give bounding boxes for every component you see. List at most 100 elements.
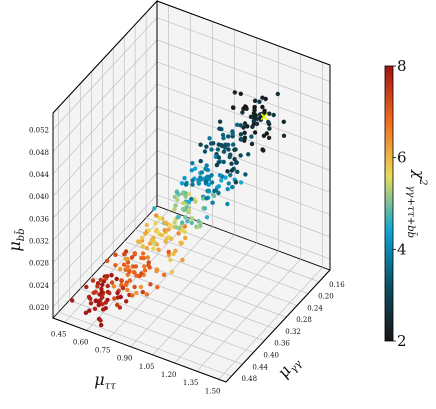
grid-line-z-left xyxy=(52,128,158,241)
scatter-point xyxy=(204,196,209,201)
scatter-point xyxy=(252,130,258,135)
scatter-point xyxy=(180,191,186,196)
scatter-point xyxy=(98,318,103,323)
scatter-point xyxy=(226,181,231,186)
scatter-point xyxy=(120,285,126,291)
scatter-point xyxy=(198,142,203,147)
scatter-point xyxy=(252,104,257,110)
scatter-point xyxy=(195,224,200,230)
scatter-point xyxy=(215,147,221,152)
grid-line-z-back xyxy=(156,128,331,193)
scatter-point xyxy=(240,110,245,115)
grid-line-z-left xyxy=(52,106,158,219)
scatter-point xyxy=(179,241,184,246)
grid-line-y-floor xyxy=(124,241,298,306)
scatter-point xyxy=(114,276,119,282)
grid-line-z-back xyxy=(156,61,331,127)
scatter-point xyxy=(189,168,194,173)
grid-line-z-left xyxy=(52,150,158,263)
scatter-point xyxy=(202,149,208,154)
scatter-point xyxy=(147,265,152,270)
scatter-point xyxy=(169,236,174,241)
scatter-point xyxy=(163,220,168,225)
scatter-point xyxy=(225,169,230,174)
scatter-point xyxy=(249,134,254,139)
scatter-point xyxy=(154,268,159,274)
scatter-point xyxy=(226,142,231,147)
scatter-point xyxy=(242,130,247,135)
scatter-point xyxy=(216,160,221,165)
z-tick-label: 0.020 xyxy=(29,304,49,312)
scatter-point xyxy=(203,179,209,184)
x-tick-label: 0.75 xyxy=(95,347,111,355)
scatter-point xyxy=(169,269,175,275)
scatter-point xyxy=(223,175,228,180)
scatter-point xyxy=(121,262,127,267)
scatter-point xyxy=(144,222,149,228)
scatter-point xyxy=(95,284,100,289)
scatter-point xyxy=(144,245,150,251)
scatter-point xyxy=(235,169,240,174)
scatter-point xyxy=(231,105,236,111)
x-axis-title: μττ xyxy=(94,370,116,392)
scatter-point xyxy=(119,278,124,283)
y-tick-label: 0.16 xyxy=(329,281,345,289)
grid-line-z-back xyxy=(156,39,331,105)
scatter-point xyxy=(204,215,210,220)
scatter-point xyxy=(154,213,159,218)
z-tick-label: 0.028 xyxy=(29,260,49,268)
scatter-point xyxy=(209,180,215,185)
scatter-point xyxy=(203,166,208,172)
colorbar-tick-label: 6 xyxy=(397,149,407,167)
scatter-point xyxy=(257,112,263,117)
scatter-point xyxy=(157,215,162,221)
scatter-point xyxy=(211,193,217,199)
scatter-point xyxy=(216,190,221,196)
y-tick-label: 0.40 xyxy=(263,352,279,360)
scatter-point xyxy=(172,207,177,212)
x-axis-line xyxy=(52,317,227,383)
scatter-point xyxy=(127,269,132,274)
grid-line-x-floor xyxy=(152,242,257,356)
scatter-point xyxy=(137,273,142,279)
y-axis-line xyxy=(225,269,331,383)
scatter-point xyxy=(174,190,180,195)
scatter-point xyxy=(281,133,287,138)
scatter-point xyxy=(233,180,239,185)
scatter-point xyxy=(230,184,235,190)
scatter-point xyxy=(100,282,105,287)
scatter-point xyxy=(209,147,214,152)
scatter-point xyxy=(221,159,226,165)
scatter-point xyxy=(142,268,148,273)
scatter-point xyxy=(266,119,271,125)
grid-line-y-floor xyxy=(102,264,276,330)
grid-line-z-left xyxy=(52,39,158,153)
axes-3d: 0.45 0.60 0.75 0.90 1.05 1.20 1.35 1.50 0.16 0.20… xyxy=(5,0,345,395)
scatter-point xyxy=(186,207,192,212)
scatter-point xyxy=(96,302,101,308)
scatter-point xyxy=(190,161,195,166)
scatter-point xyxy=(189,220,194,226)
scatter-point xyxy=(207,175,212,180)
scatter-point xyxy=(204,144,209,149)
scatter-point xyxy=(267,126,272,131)
z-tick-label: 0.032 xyxy=(29,237,49,245)
scatter-point xyxy=(180,257,185,263)
scatter-point xyxy=(141,256,146,261)
scatter-point xyxy=(147,241,153,246)
grid-line-x-floor xyxy=(196,258,301,372)
scatter-point xyxy=(251,111,257,116)
grid-line-x-floor xyxy=(108,226,213,339)
grid-line-z-back xyxy=(156,83,331,149)
scatter-point xyxy=(242,135,248,140)
z-tick-label: 0.024 xyxy=(29,282,50,290)
scatter-point xyxy=(156,230,161,235)
scatter-point xyxy=(103,300,109,305)
grid-line-y-floor xyxy=(58,311,232,377)
scatter-point xyxy=(238,153,243,158)
scatter-point xyxy=(93,298,99,303)
scatter-point xyxy=(264,131,269,136)
scatter-point xyxy=(152,241,157,246)
scatter-point xyxy=(115,295,121,300)
